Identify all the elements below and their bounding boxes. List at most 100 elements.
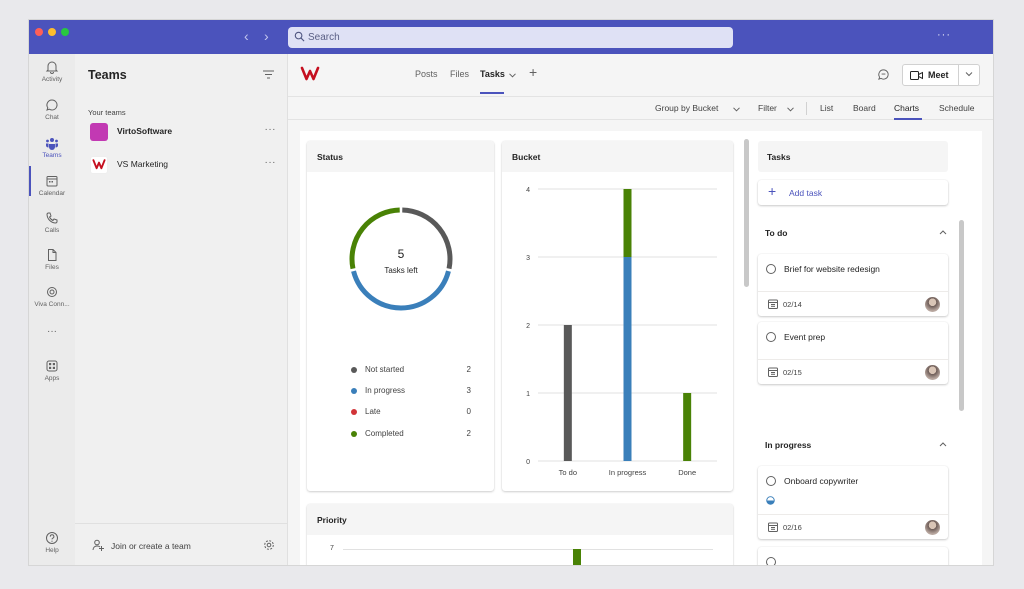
task-due-date: 02/15 bbox=[783, 368, 802, 377]
section-to-do[interactable]: To do bbox=[765, 228, 950, 242]
x-tick-label: To do bbox=[559, 468, 577, 477]
calendar-icon bbox=[768, 367, 778, 377]
team-name: VS Marketing bbox=[117, 159, 169, 169]
tab-tasks[interactable]: Tasks bbox=[480, 69, 505, 79]
bucket-bar-chart: 0 1 2 3 4 To do In progress Done bbox=[526, 187, 717, 477]
calendar-icon bbox=[46, 176, 58, 187]
bucket-card-title: Bucket bbox=[502, 141, 733, 172]
task-complete-checkbox[interactable] bbox=[766, 557, 776, 565]
task-complete-checkbox[interactable] bbox=[766, 332, 776, 342]
charts-canvas: Status 5 Tasks left Not started 2 In pro… bbox=[300, 131, 982, 565]
y-tick-label: 4 bbox=[526, 187, 530, 194]
team-row-vs-marketing[interactable]: VS Marketing ··· bbox=[87, 154, 280, 176]
add-tab-button[interactable]: + bbox=[529, 64, 538, 80]
rail-item-help[interactable]: Help bbox=[29, 531, 75, 554]
status-donut-chart: 5 Tasks left bbox=[349, 207, 453, 311]
section-in-progress[interactable]: In progress bbox=[765, 440, 950, 454]
task-complete-checkbox[interactable] bbox=[766, 264, 776, 274]
legend-label: Late bbox=[365, 407, 381, 416]
rail-item-calls[interactable]: Calls bbox=[29, 211, 75, 234]
rail-label: Apps bbox=[44, 375, 60, 382]
rail-item-viva[interactable]: Viva Conn... bbox=[29, 285, 75, 308]
tab-files[interactable]: Files bbox=[450, 69, 470, 79]
planner-toolbar: Group by Bucket Filter List Board Charts… bbox=[288, 96, 993, 120]
rail-label: Chat bbox=[45, 114, 59, 121]
task-card[interactable]: Onboard copywriter 02/16 bbox=[758, 466, 948, 539]
rail-label: Calls bbox=[44, 227, 60, 234]
chevron-down-icon[interactable] bbox=[965, 70, 973, 78]
team-more-icon[interactable]: ··· bbox=[264, 157, 276, 168]
chevron-up-icon[interactable] bbox=[939, 229, 947, 235]
meet-button[interactable]: Meet bbox=[902, 64, 980, 86]
legend-late: Late 0 bbox=[351, 407, 471, 419]
team-more-icon[interactable]: ··· bbox=[264, 124, 276, 135]
rail-item-calendar[interactable]: Calendar bbox=[29, 174, 75, 197]
view-list[interactable]: List bbox=[820, 103, 834, 113]
minimize-window-button[interactable] bbox=[48, 28, 56, 36]
search-input[interactable]: Search bbox=[288, 27, 733, 48]
y-tick-label: 2 bbox=[526, 323, 530, 330]
task-card[interactable] bbox=[758, 547, 948, 565]
legend-dot bbox=[351, 367, 357, 373]
view-charts[interactable]: Charts bbox=[894, 103, 920, 113]
task-footer: 02/16 bbox=[758, 514, 948, 539]
active-view-indicator bbox=[894, 118, 922, 120]
chevron-down-icon bbox=[733, 107, 740, 112]
viva-icon bbox=[47, 287, 57, 297]
rail-item-chat[interactable]: Chat bbox=[29, 98, 75, 121]
legend-completed: Completed 2 bbox=[351, 429, 471, 441]
more-options-icon[interactable]: ··· bbox=[937, 29, 951, 41]
task-complete-checkbox[interactable] bbox=[766, 476, 776, 486]
group-by-dropdown[interactable]: Group by Bucket bbox=[655, 103, 718, 113]
join-or-create-team-button[interactable]: Join or create a team bbox=[75, 523, 287, 565]
chevron-down-icon[interactable] bbox=[509, 73, 516, 78]
meet-label: Meet bbox=[928, 70, 949, 80]
task-card[interactable]: Event prep 02/15 bbox=[758, 322, 948, 384]
bar-segment bbox=[563, 325, 572, 461]
gear-icon[interactable] bbox=[263, 539, 275, 551]
rail-label: Calendar bbox=[38, 190, 66, 197]
status-card: Status 5 Tasks left Not started 2 In pro… bbox=[307, 141, 494, 491]
assignee-avatar[interactable] bbox=[925, 365, 940, 380]
legend-in-progress: In progress 3 bbox=[351, 386, 471, 398]
filter-dropdown[interactable]: Filter bbox=[758, 103, 777, 113]
chevron-up-icon[interactable] bbox=[939, 441, 947, 447]
tab-posts[interactable]: Posts bbox=[415, 69, 438, 79]
meet-divider bbox=[958, 65, 959, 85]
more-icon: ··· bbox=[47, 326, 57, 337]
close-window-button[interactable] bbox=[35, 28, 43, 36]
rail-item-more[interactable]: ··· bbox=[29, 326, 75, 337]
back-arrow-icon[interactable]: ‹ bbox=[244, 28, 249, 44]
teams-window: ‹ › Search ··· Activity Chat Teams Calen… bbox=[29, 20, 993, 565]
rail-item-files[interactable]: Files bbox=[29, 248, 75, 271]
assignee-avatar[interactable] bbox=[925, 297, 940, 312]
assignee-avatar[interactable] bbox=[925, 520, 940, 535]
team-name: VirtoSoftware bbox=[117, 126, 173, 136]
task-footer: 02/14 bbox=[758, 291, 948, 316]
rail-item-teams[interactable]: Teams bbox=[29, 136, 75, 159]
rail-item-activity[interactable]: Activity bbox=[29, 60, 75, 83]
view-schedule[interactable]: Schedule bbox=[939, 103, 975, 113]
legend-count: 2 bbox=[466, 429, 471, 438]
forward-arrow-icon[interactable]: › bbox=[264, 28, 269, 44]
charts-scrollbar[interactable] bbox=[744, 139, 749, 287]
task-title: Event prep bbox=[784, 332, 826, 342]
add-task-button[interactable]: + Add task bbox=[758, 180, 948, 205]
conversation-icon[interactable] bbox=[877, 68, 890, 81]
priority-card: Priority 7 bbox=[307, 504, 733, 565]
team-row-virtosoftware[interactable]: VirtoSoftware ··· bbox=[87, 121, 280, 143]
maximize-window-button[interactable] bbox=[61, 28, 69, 36]
tasks-scrollbar[interactable] bbox=[959, 220, 964, 411]
rail-item-apps[interactable]: Apps bbox=[29, 359, 75, 382]
filter-icon[interactable] bbox=[263, 70, 274, 79]
view-board[interactable]: Board bbox=[853, 103, 876, 113]
teams-panel-title: Teams bbox=[88, 68, 127, 82]
legend-count: 3 bbox=[466, 386, 471, 395]
channel-header: Posts Files Tasks + Meet bbox=[288, 54, 993, 96]
bell-icon bbox=[45, 61, 59, 74]
task-footer: 02/15 bbox=[758, 359, 948, 384]
priority-bar bbox=[573, 549, 581, 565]
team-avatar bbox=[90, 156, 108, 174]
section-name: To do bbox=[765, 228, 788, 238]
task-card[interactable]: Brief for website redesign 02/14 bbox=[758, 254, 948, 316]
